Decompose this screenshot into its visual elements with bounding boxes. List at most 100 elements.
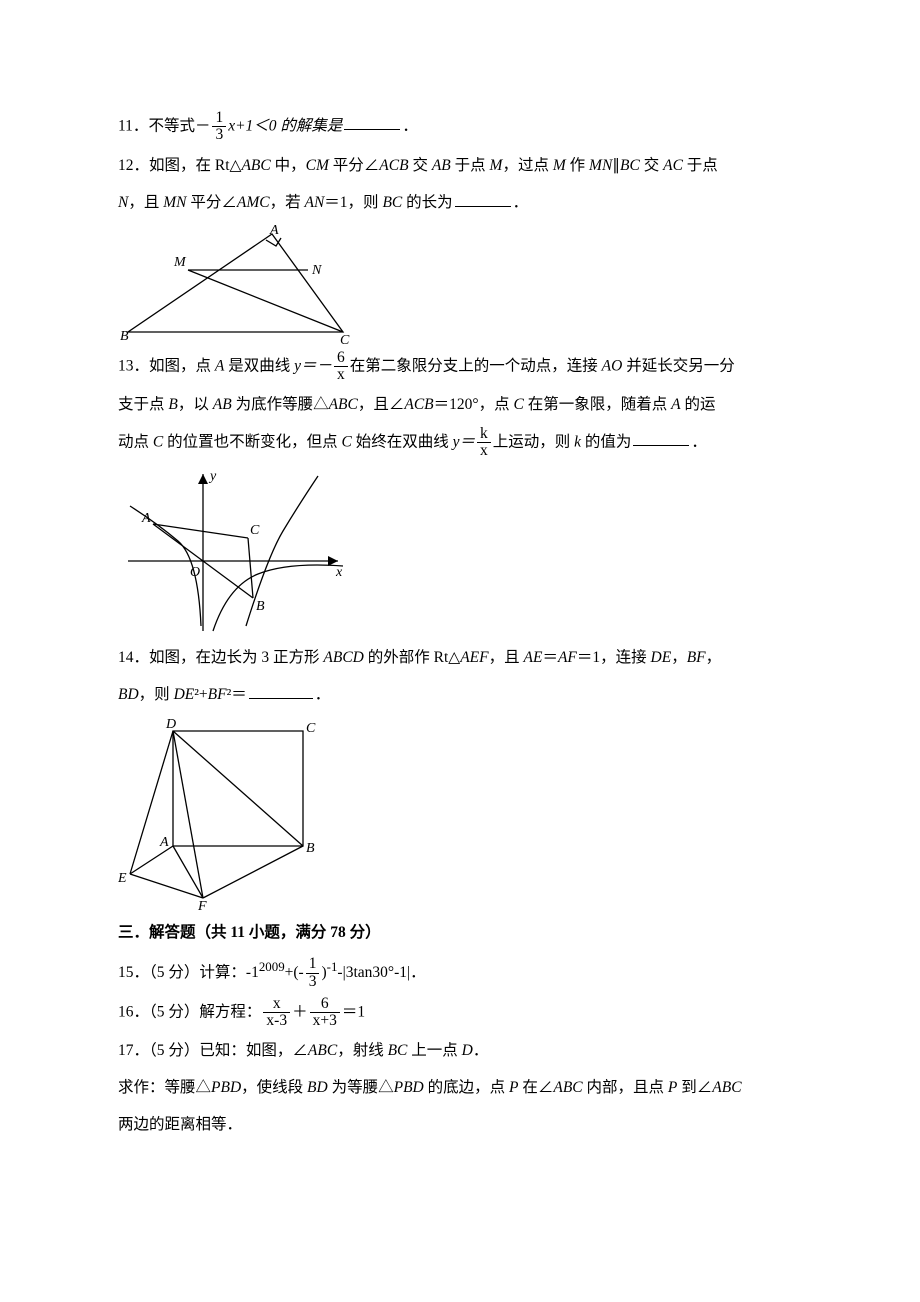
t: ＝1，连接 — [577, 649, 651, 666]
t: ，过点 — [502, 157, 552, 174]
expr: -12009+(-13)-1-|3tan30°-1| — [246, 964, 410, 981]
t: 求作：等腰△ — [118, 1079, 211, 1096]
t: ＝ — [542, 649, 558, 666]
q17-l2: 求作：等腰△PBD，使线段 BD 为等腰△PBD 的底边，点 P 在∠ABC 内… — [118, 1072, 810, 1103]
t: 的底边，点 — [424, 1079, 509, 1096]
q11-num: 11． — [118, 117, 148, 134]
t: （5 分）解方程： — [149, 1003, 261, 1020]
t: AE — [524, 649, 543, 666]
t: AN — [304, 194, 324, 211]
t: 于点 — [451, 157, 490, 174]
t: 平分∠ — [329, 157, 379, 174]
lbl-C: C — [340, 333, 350, 344]
t: DE — [651, 649, 672, 666]
t: 6 — [334, 350, 348, 367]
t: 是双曲线 — [224, 357, 294, 374]
q13-l2: 支于点 B，以 AB 为底作等腰△ABC，且∠ACB＝120°，点 C 在第一象… — [118, 389, 810, 420]
t: AEF — [460, 649, 488, 666]
q15-num: 15． — [118, 964, 149, 981]
t: AB — [213, 396, 232, 413]
q17-l1: 17．（5 分）已知：如图，∠ABC，射线 BC 上一点 D． — [118, 1035, 810, 1066]
t: ²＝ — [227, 686, 247, 703]
lbl-A: A — [269, 224, 279, 238]
q16: 16．（5 分）解方程：xx-3＋6x+3＝1 — [118, 996, 810, 1030]
q16-frac2: 6x+3 — [310, 996, 340, 1030]
q14-l1: 14．如图，在边长为 3 正方形 ABCD 的外部作 Rt△AEF，且 AE＝A… — [118, 642, 810, 673]
t: ＝1 — [342, 1003, 365, 1020]
t: k — [477, 426, 491, 443]
lbl-N: N — [311, 263, 322, 278]
t: AF — [558, 649, 577, 666]
t: ＝120°，点 — [434, 396, 514, 413]
t: M — [490, 157, 503, 174]
t: ＝1，则 — [324, 194, 382, 211]
q11: 11．不等式－13x+1＜0 的解集是． — [118, 110, 810, 144]
t: 交 — [640, 157, 663, 174]
t: BF — [687, 649, 706, 666]
t: BD — [307, 1079, 328, 1096]
q13-num: 13． — [118, 357, 149, 374]
t: 动点 — [118, 433, 153, 450]
q11-mid: x+1＜0 的解集是 — [228, 117, 342, 134]
t: 的外部作 Rt△ — [364, 649, 460, 666]
t: -1 — [327, 959, 338, 974]
t: y＝－ — [294, 357, 332, 374]
t: x-3 — [263, 1013, 290, 1029]
lbl-C: C — [306, 721, 316, 736]
lbl-B: B — [120, 329, 129, 344]
t: AO — [602, 357, 623, 374]
t: 为底作等腰△ — [232, 396, 329, 413]
t: 如图，在边长为 3 正方形 — [149, 649, 323, 666]
t: k — [574, 433, 581, 450]
t: x — [334, 367, 348, 383]
t: 上一点 — [407, 1042, 461, 1059]
t: （5 分）计算： — [149, 964, 246, 981]
t: ，且 — [128, 194, 163, 211]
t: 的长为 — [402, 194, 452, 211]
q16-num: 16． — [118, 1003, 149, 1020]
q12-num: 12． — [118, 157, 149, 174]
t: AC — [663, 157, 683, 174]
t: -1 — [246, 964, 259, 981]
t: PBD — [211, 1079, 241, 1096]
q12-blank — [455, 190, 511, 207]
t: x — [477, 443, 491, 459]
t: N — [118, 194, 128, 211]
lbl-A: A — [159, 835, 169, 850]
q13-figure: A B C O x y — [118, 466, 810, 636]
t: ∥ — [612, 157, 620, 174]
t: ， — [706, 649, 722, 666]
t: 作 — [566, 157, 589, 174]
t: 平分∠ — [186, 194, 236, 211]
t: ． — [410, 964, 426, 981]
t: BD — [118, 686, 139, 703]
t: ，以 — [178, 396, 213, 413]
t: ABC — [553, 1079, 582, 1096]
t: C — [153, 433, 163, 450]
q15: 15．（5 分）计算：-12009+(-13)-1-|3tan30°-1|． — [118, 954, 810, 990]
t: 在∠ — [518, 1079, 553, 1096]
q11-frac-num: 1 — [212, 110, 226, 127]
t: 并延长交另一分 — [622, 357, 734, 374]
lbl-B: B — [256, 599, 265, 614]
lbl-D: D — [165, 717, 176, 732]
q12-figure: A B C M N — [118, 224, 810, 344]
t: BC — [620, 157, 640, 174]
t: ACB — [379, 157, 408, 174]
t: 上运动，则 — [493, 433, 574, 450]
t: 于点 — [683, 157, 718, 174]
t: AB — [432, 157, 451, 174]
t: x — [263, 996, 290, 1013]
t: 的位置也不断变化，但点 — [163, 433, 341, 450]
t: ． — [691, 433, 707, 450]
q12-line2: N，且 MN 平分∠AMC，若 AN＝1，则 BC 的长为． — [118, 187, 810, 218]
t: 的运 — [681, 396, 716, 413]
q14-figure: A B C D E F — [118, 716, 810, 911]
t: ，若 — [270, 194, 305, 211]
q15-frac: 13 — [306, 956, 320, 990]
t: BC — [382, 194, 402, 211]
lbl-C: C — [250, 523, 260, 538]
lbl-B: B — [306, 841, 315, 856]
t: CM — [306, 157, 329, 174]
t: BC — [388, 1042, 408, 1059]
